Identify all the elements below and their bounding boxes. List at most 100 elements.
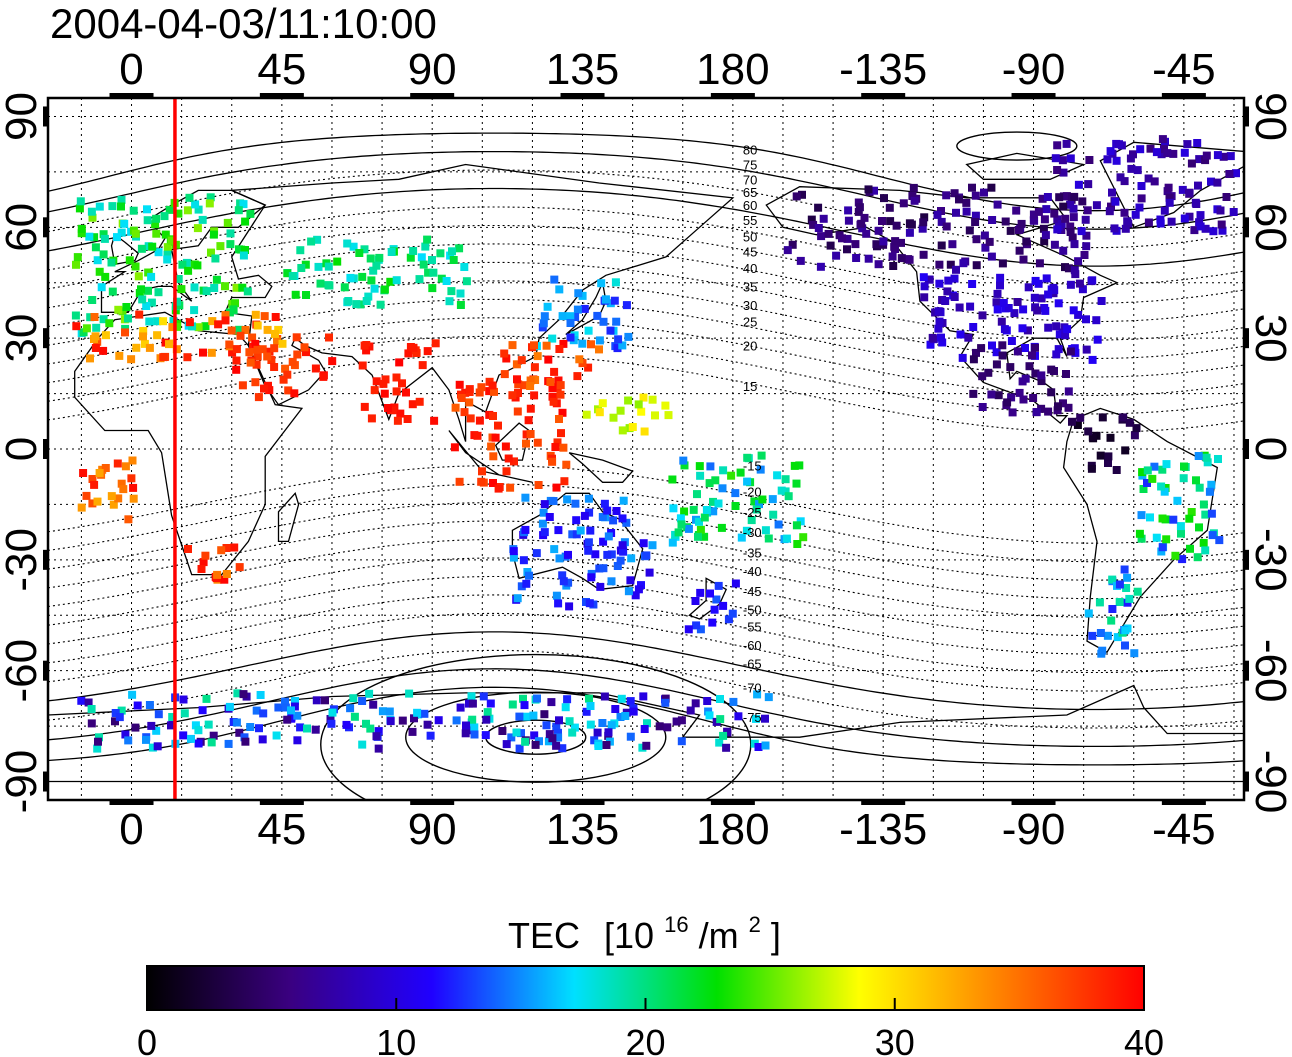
tec-cell [750, 497, 759, 506]
tec-cell [1156, 219, 1165, 228]
tec-cell [139, 332, 147, 341]
tec-cell [267, 356, 276, 364]
tec-cell [362, 297, 371, 305]
tec-cell [519, 694, 527, 703]
tec-cell [792, 192, 801, 201]
tec-cell [566, 319, 575, 327]
tec-cell [95, 202, 104, 211]
tec-cell [467, 692, 476, 701]
tec-cell [1120, 208, 1129, 217]
tec-cell [481, 731, 490, 740]
tec-cell [584, 363, 593, 372]
coastline-madagascar [277, 492, 300, 543]
tec-cell [724, 615, 733, 624]
tec-cell [362, 346, 371, 355]
tec-cell [207, 248, 215, 257]
tec-cell [526, 382, 535, 390]
tec-cell [380, 285, 389, 294]
tec-cell [477, 383, 486, 392]
tec-cell [507, 733, 516, 742]
tec-cell [369, 700, 378, 709]
tec-cell [696, 471, 705, 480]
tec-cell [642, 741, 651, 750]
tec-cell [173, 297, 181, 306]
tec-cell [864, 254, 873, 263]
tec-cell [360, 245, 369, 254]
tec-cell [369, 266, 378, 275]
tec-cell [935, 260, 944, 269]
tec-cell [570, 331, 579, 340]
tec-cell [1178, 555, 1187, 564]
tec-cell [88, 499, 97, 508]
tec-cell [358, 697, 367, 705]
tec-cell [1150, 462, 1159, 471]
left-frame-tick [43, 217, 48, 238]
tec-cell [1180, 148, 1189, 157]
tec-cell [1018, 377, 1027, 386]
tec-cell [669, 504, 678, 513]
tec-cell [1125, 418, 1134, 427]
tec-cell [672, 717, 681, 726]
tec-cell [565, 602, 574, 611]
mag-contour-ring [956, 131, 1078, 161]
tec-cell [396, 409, 405, 418]
tec-cell [293, 350, 302, 359]
tec-cell [661, 694, 670, 703]
tec-cell [1053, 225, 1062, 234]
tec-cell [1137, 511, 1146, 520]
tec-cell [153, 331, 162, 340]
tec-cell [263, 352, 272, 361]
top-lon-label: 180 [696, 45, 769, 94]
tec-cell [809, 220, 818, 229]
tec-cell [604, 532, 613, 541]
tec-cell [616, 406, 625, 415]
tec-cell [202, 694, 211, 703]
tec-cell [552, 741, 561, 750]
tec-cell [862, 229, 871, 238]
tec-cell [461, 388, 470, 397]
tec-cell [584, 494, 593, 503]
tec-cell [209, 731, 218, 740]
tec-cell [356, 300, 365, 309]
tec-cell [263, 325, 272, 334]
tec-cell [88, 296, 97, 304]
tec-cell [1021, 344, 1029, 352]
tec-cell [553, 438, 562, 447]
tec-cell [135, 310, 144, 319]
tec-cell [1148, 474, 1157, 483]
tec-cell [934, 324, 943, 333]
tec-cell [843, 234, 852, 243]
tec-cell [97, 283, 106, 292]
tec-cell [1162, 460, 1171, 469]
tec-cell [1000, 325, 1009, 334]
tec-cell [223, 218, 232, 227]
tec-cell [545, 730, 554, 739]
tec-cell [498, 727, 507, 735]
tec-cell [584, 546, 593, 555]
tec-cell [992, 348, 1001, 357]
tec-cell [143, 216, 152, 225]
tec-cell [1103, 631, 1112, 640]
tec-cell [500, 349, 509, 358]
tec-cell [460, 263, 469, 271]
tec-cell [408, 400, 417, 409]
tec-cell [419, 260, 428, 269]
tec-cell [619, 547, 628, 556]
left-frame-tick [43, 660, 48, 681]
tec-cell [628, 423, 637, 431]
tec-cell [920, 293, 929, 302]
tec-cell [626, 576, 635, 585]
tec-cell [1082, 345, 1091, 354]
tec-cell [95, 733, 103, 742]
top-frame-tick [710, 93, 755, 98]
colorbar-unit-prefix: [10 [604, 915, 654, 956]
tec-cell [998, 351, 1007, 360]
tec-cell [253, 352, 262, 361]
tec-cell [1165, 193, 1174, 202]
tec-cell [1019, 395, 1028, 404]
tec-cell [239, 200, 248, 209]
tec-cell [452, 716, 461, 725]
tec-cell [375, 253, 384, 262]
tec-cell [281, 364, 290, 373]
tec-cell [477, 477, 486, 486]
